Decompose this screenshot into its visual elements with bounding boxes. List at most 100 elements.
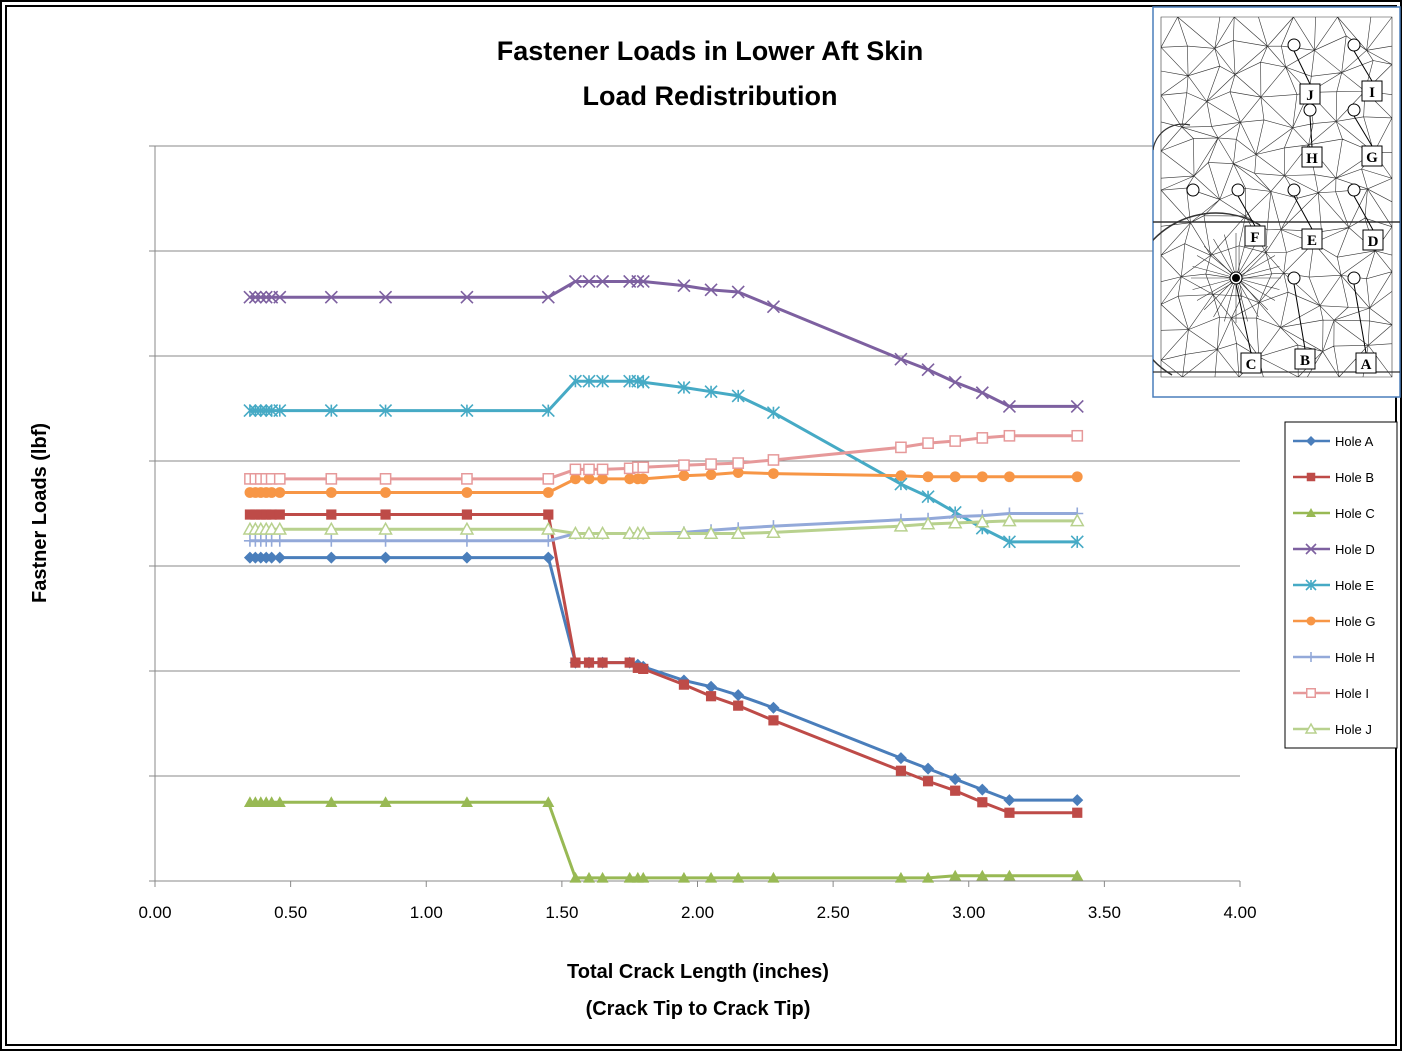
- marker-shape: [570, 464, 580, 474]
- point-marker: [1072, 808, 1082, 818]
- marker-shape: [706, 691, 716, 701]
- point-marker: [895, 353, 907, 365]
- point-marker: [638, 473, 649, 484]
- point-marker: [922, 763, 934, 775]
- hole: [1288, 272, 1300, 284]
- marker-shape: [584, 464, 594, 474]
- point-marker: [461, 535, 473, 547]
- point-marker: [768, 455, 778, 465]
- marker-shape: [977, 471, 988, 482]
- marker-shape: [326, 487, 337, 498]
- point-marker: [896, 470, 907, 481]
- marker-shape: [1004, 808, 1014, 818]
- marker-shape: [705, 681, 717, 693]
- marker-shape: [1307, 689, 1316, 698]
- legend-label: Hole B: [1335, 470, 1374, 485]
- point-marker: [638, 664, 648, 674]
- marker-shape: [1072, 808, 1082, 818]
- point-marker: [1003, 794, 1015, 806]
- marker-shape: [325, 552, 337, 564]
- marker-shape: [733, 458, 743, 468]
- marker-shape: [768, 715, 778, 725]
- point-marker: [895, 752, 907, 764]
- series-line: [250, 558, 1077, 801]
- marker-shape: [922, 364, 934, 376]
- marker-shape: [570, 658, 580, 668]
- marker-shape: [895, 752, 907, 764]
- point-marker: [380, 509, 390, 519]
- point-marker: [679, 680, 689, 690]
- marker-shape: [923, 471, 934, 482]
- hole-label: E: [1307, 233, 1317, 249]
- marker-shape: [1307, 617, 1316, 626]
- legend-label: Hole H: [1335, 650, 1375, 665]
- hole-label: F: [1250, 230, 1259, 246]
- marker-shape: [767, 407, 779, 419]
- point-marker: [1004, 471, 1015, 482]
- point-marker: [706, 469, 717, 480]
- point-marker: [461, 552, 473, 564]
- marker-shape: [768, 468, 779, 479]
- marker-shape: [976, 387, 988, 399]
- point-marker: [542, 552, 554, 564]
- legend-label: Hole C: [1335, 506, 1375, 521]
- x-tick-label: 1.00: [410, 903, 443, 922]
- point-marker: [543, 509, 553, 519]
- legend-label: Hole G: [1335, 614, 1375, 629]
- marker-shape: [380, 535, 392, 547]
- point-marker: [274, 552, 286, 564]
- marker-shape: [1003, 794, 1015, 806]
- point-marker: [380, 474, 390, 484]
- point-marker: [976, 387, 988, 399]
- point-marker: [767, 702, 779, 714]
- marker-shape: [896, 442, 906, 452]
- marker-shape: [275, 474, 285, 484]
- hole-label: B: [1300, 353, 1310, 369]
- point-marker: [977, 797, 987, 807]
- point-marker: [1071, 794, 1083, 806]
- marker-shape: [896, 470, 907, 481]
- legend-marker: [1307, 473, 1316, 482]
- legend-marker: [1307, 617, 1316, 626]
- marker-shape: [923, 438, 933, 448]
- point-marker: [768, 715, 778, 725]
- marker-shape: [949, 773, 961, 785]
- point-marker: [1004, 808, 1014, 818]
- series-line: [250, 515, 1077, 813]
- marker-shape: [976, 784, 988, 796]
- point-marker: [706, 459, 716, 469]
- point-marker: [922, 491, 934, 503]
- marker-shape: [1071, 794, 1083, 806]
- marker-shape: [462, 474, 472, 484]
- marker-shape: [767, 702, 779, 714]
- point-marker: [950, 471, 961, 482]
- point-marker: [462, 509, 472, 519]
- marker-shape: [706, 459, 716, 469]
- point-marker: [977, 471, 988, 482]
- hole-label: H: [1306, 151, 1318, 167]
- marker-shape: [461, 552, 473, 564]
- point-marker: [949, 773, 961, 785]
- point-marker: [462, 474, 472, 484]
- marker-shape: [638, 664, 648, 674]
- marker-shape: [543, 509, 553, 519]
- marker-shape: [896, 766, 906, 776]
- marker-shape: [597, 658, 607, 668]
- marker-shape: [1072, 431, 1082, 441]
- marker-shape: [733, 701, 743, 711]
- marker-shape: [732, 689, 744, 701]
- marker-shape: [380, 552, 392, 564]
- marker-shape: [461, 535, 473, 547]
- marker-shape: [922, 491, 934, 503]
- marker-shape: [584, 658, 594, 668]
- marker-shape: [679, 460, 689, 470]
- hole-label: A: [1361, 357, 1372, 373]
- marker-shape: [380, 509, 390, 519]
- point-marker: [1004, 431, 1014, 441]
- marker-shape: [950, 436, 960, 446]
- point-marker: [923, 471, 934, 482]
- marker-shape: [543, 474, 553, 484]
- legend-label: Hole I: [1335, 686, 1369, 701]
- point-marker: [380, 552, 392, 564]
